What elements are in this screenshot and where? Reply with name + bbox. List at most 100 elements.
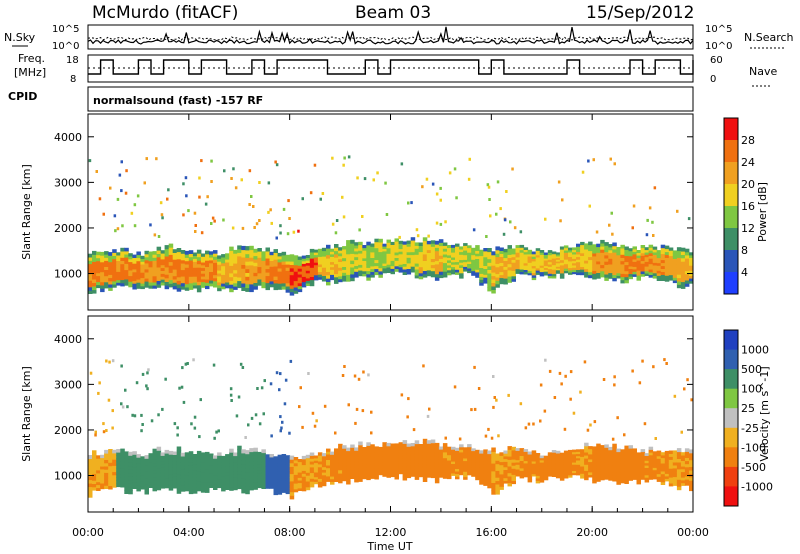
echo-point: [275, 163, 279, 167]
echo-cell: [285, 490, 291, 495]
echo-cell: [386, 460, 391, 464]
echo-cell: [326, 251, 331, 256]
echo-cell: [285, 464, 291, 469]
echo-point: [335, 219, 339, 222]
echo-point: [361, 409, 365, 413]
echo-cell: [96, 475, 101, 480]
echo-cell: [362, 263, 367, 267]
echo-point: [215, 430, 218, 434]
echo-cell: [483, 271, 488, 275]
echo-cell: [467, 245, 472, 249]
echo-cell: [523, 249, 529, 253]
echo-cell: [612, 264, 617, 269]
echo-cell: [438, 449, 444, 453]
echo-cell: [620, 254, 625, 258]
echo-point: [176, 433, 179, 437]
echo-cell: [555, 255, 561, 259]
echo-cell: [636, 255, 641, 259]
echo-cell: [531, 473, 537, 477]
echo-cell: [112, 465, 117, 469]
echo-cell: [451, 257, 456, 260]
echo-cell: [491, 455, 496, 460]
echo-cell: [608, 446, 613, 451]
echo-cell: [463, 463, 468, 467]
echo-cell: [350, 475, 355, 479]
echo-cell: [580, 263, 585, 267]
echo-cell: [531, 258, 537, 262]
echo-cell: [92, 476, 97, 481]
echo-cell: [580, 255, 585, 259]
echo-cell: [390, 460, 395, 464]
echo-cell: [374, 241, 379, 246]
colorbar-tick-label: -1000: [741, 480, 773, 493]
echo-cell: [289, 254, 295, 259]
echo-point: [113, 214, 117, 218]
echo-cell: [233, 266, 238, 271]
echo-cell: [112, 452, 117, 457]
echo-cell: [410, 465, 416, 469]
echo-cell: [442, 466, 448, 470]
echo-cell: [192, 473, 198, 478]
echo-point: [631, 369, 634, 373]
echo-cell: [648, 476, 654, 480]
echo-cell: [88, 455, 93, 459]
echo-cell: [132, 454, 137, 458]
echo-cell: [608, 477, 613, 481]
echo-cell: [334, 478, 339, 482]
echo-cell: [551, 461, 557, 464]
echo-cell: [612, 242, 617, 247]
echo-cell: [422, 267, 428, 271]
echo-cell: [309, 455, 315, 459]
echo-cell: [511, 468, 516, 472]
echo-cell: [366, 261, 371, 265]
echo-cell: [644, 472, 650, 476]
echo-cell: [140, 264, 145, 268]
echo-cell: [366, 461, 371, 465]
echo-cell: [680, 463, 686, 467]
echo-cell: [128, 455, 133, 460]
echo-cell: [523, 251, 529, 255]
echo-cell: [543, 260, 549, 263]
echo-cell: [225, 480, 230, 485]
echo-cell: [285, 261, 291, 265]
echo-point: [321, 192, 325, 195]
echo-cell: [471, 266, 476, 269]
echo-cell: [535, 263, 541, 267]
echo-cell: [217, 276, 222, 280]
echo-cell: [366, 470, 371, 474]
echo-cell: [120, 251, 125, 255]
echo-cell: [269, 263, 274, 267]
echo-cell: [406, 454, 412, 459]
echo-cell: [426, 471, 432, 475]
echo-point: [232, 167, 235, 171]
echo-cell: [132, 274, 137, 278]
echo-cell: [555, 252, 561, 255]
echo-cell: [394, 249, 399, 253]
echo-cell: [104, 269, 109, 274]
echo-cell: [584, 452, 589, 456]
echo-cell: [132, 260, 137, 264]
echo-cell: [467, 263, 472, 267]
echo-cell: [632, 253, 637, 257]
echo-cell: [580, 241, 585, 246]
echo-cell: [495, 470, 500, 475]
echo-cell: [471, 261, 476, 265]
echo-cell: [483, 455, 488, 459]
echo-cell: [438, 242, 444, 247]
echo-cell: [527, 476, 533, 480]
echo-cell: [640, 247, 646, 251]
echo-cell: [184, 270, 190, 275]
echo-cell: [652, 265, 658, 269]
echo-cell: [136, 273, 141, 277]
echo-cell: [338, 453, 343, 458]
echo-cell: [676, 250, 682, 255]
echo-cell: [680, 278, 686, 283]
echo-cell: [652, 249, 658, 253]
echo-cell: [539, 468, 545, 472]
echo-cell: [358, 468, 363, 472]
echo-cell: [382, 467, 387, 472]
echo-cell: [442, 265, 448, 269]
echo-cell: [108, 271, 113, 275]
echo-cell: [334, 244, 339, 248]
echo-cell: [156, 482, 162, 487]
